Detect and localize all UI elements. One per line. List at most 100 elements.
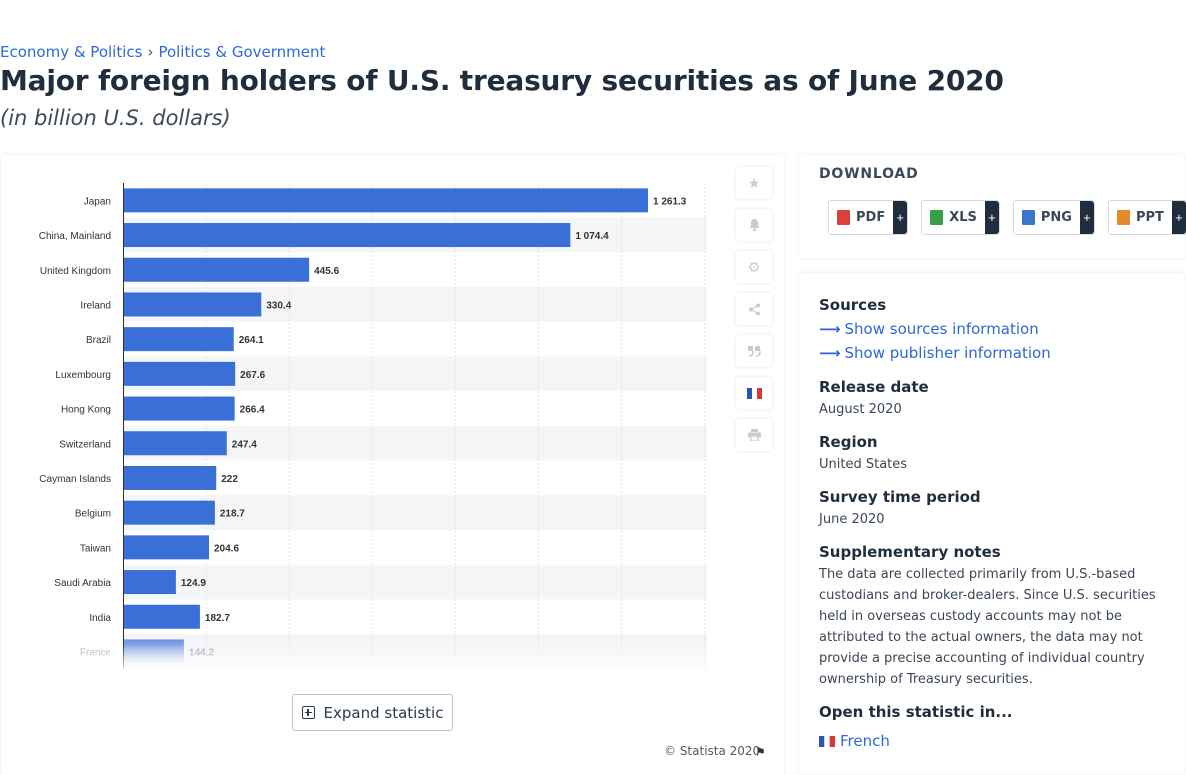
value-label: 222 (221, 474, 238, 485)
cite-button[interactable] (736, 335, 772, 367)
bar (124, 257, 310, 282)
bell-icon (749, 219, 759, 232)
breadcrumb-economy-politics[interactable]: Economy & Politics (0, 43, 143, 61)
quote-icon (747, 345, 761, 357)
chart-toolbar: ★ ⚙ (736, 167, 772, 461)
print-icon (747, 429, 761, 441)
supplementary-notes-heading: Supplementary notes (819, 543, 1001, 561)
bar (124, 570, 176, 595)
survey-period-value: June 2020 (819, 512, 885, 527)
download-format-label: PNG (1040, 210, 1072, 225)
expand-statistic-button[interactable]: Expand statistic (292, 694, 453, 731)
download-pdf-button[interactable]: PDF + (828, 200, 909, 235)
survey-period-heading: Survey time period (819, 488, 981, 506)
share-button[interactable] (736, 293, 772, 325)
download-format-label: PPT (1135, 210, 1164, 225)
download-buttons: PDF + XLS + PNG + PPT + (828, 200, 1186, 235)
download-title: DOWNLOAD (819, 166, 919, 182)
notes-line: provide a precise accounting of individu… (819, 651, 1145, 666)
value-label: 445.6 (314, 266, 339, 277)
release-date-value: August 2020 (819, 402, 902, 417)
download-format-label: PDF (856, 210, 886, 225)
open-in-french-label: French (840, 732, 890, 750)
bar (124, 396, 235, 421)
bar (124, 223, 571, 248)
share-icon (748, 303, 760, 315)
value-label: 1 261.3 (653, 196, 687, 207)
report-flag-icon[interactable]: ⚑ (755, 745, 766, 759)
xls-file-icon (930, 210, 944, 225)
arrow-right-icon: ⟶ (819, 320, 841, 338)
french-flag-icon (819, 735, 835, 747)
bar (124, 327, 234, 352)
release-date-heading: Release date (819, 378, 929, 396)
favorite-button[interactable]: ★ (736, 167, 772, 199)
gear-icon: ⚙ (747, 258, 761, 275)
category-label: Saudi Arabia (54, 578, 111, 589)
category-label: Brazil (86, 335, 111, 346)
breadcrumb-politics-government[interactable]: Politics & Government (158, 43, 326, 61)
page-subtitle: (in billion U.S. dollars) (0, 106, 231, 130)
value-label: 182.7 (205, 613, 230, 624)
value-label: 124.9 (181, 578, 206, 589)
value-label: 247.4 (232, 439, 257, 450)
row-stripe (123, 564, 707, 600)
notify-button[interactable] (736, 209, 772, 241)
download-format-label: XLS (949, 210, 977, 225)
download-xls-button[interactable]: XLS + (921, 200, 1000, 235)
category-label: India (89, 613, 111, 624)
open-in-french-link[interactable]: French (819, 732, 890, 750)
category-label: Belgium (75, 509, 111, 520)
value-label: 264.1 (239, 335, 264, 346)
category-label: Ireland (80, 300, 111, 311)
expand-statistic-label: Expand statistic (323, 703, 444, 722)
arrow-right-icon: ⟶ (819, 344, 841, 362)
download-panel: DOWNLOAD PDF + XLS + PNG + PPT + (799, 155, 1186, 258)
info-panel: Sources ⟶ Show sources information ⟶ Show … (799, 273, 1185, 773)
expand-icon (301, 706, 315, 719)
chart-fade-overlay (1, 644, 721, 671)
show-publisher-link[interactable]: ⟶ Show publisher information (819, 344, 1051, 362)
category-label: Luxembourg (55, 370, 111, 381)
plus-icon[interactable]: + (893, 201, 908, 234)
print-button[interactable] (736, 419, 772, 451)
open-statistic-heading: Open this statistic in... (819, 703, 1013, 721)
value-label: 204.6 (214, 543, 239, 554)
value-label: 1 074.4 (575, 231, 609, 242)
category-label: Cayman Islands (39, 474, 111, 485)
category-label: Japan (84, 196, 111, 207)
category-label: Switzerland (59, 439, 111, 450)
download-png-button[interactable]: PNG + (1012, 200, 1095, 235)
bar (124, 292, 262, 317)
french-version-button[interactable] (736, 377, 772, 409)
category-label: Hong Kong (61, 405, 111, 416)
star-icon: ★ (747, 174, 761, 191)
download-ppt-button[interactable]: PPT + (1107, 200, 1186, 235)
bar (124, 604, 200, 629)
french-flag-icon (746, 387, 762, 399)
png-file-icon (1021, 210, 1035, 225)
region-value: United States (819, 457, 908, 472)
value-label: 266.4 (240, 405, 265, 416)
value-label: 330.4 (266, 300, 291, 311)
row-stripe (123, 495, 707, 530)
bar (124, 500, 215, 525)
settings-button[interactable]: ⚙ (736, 251, 772, 283)
bar (124, 535, 209, 560)
chart-card: Japan 1 261.3 China, Mainland 1 074.4 United… (1, 155, 784, 775)
show-sources-label: Show sources information (844, 320, 1039, 338)
bar-chart: Japan 1 261.3 China, Mainland 1 074.4 United… (1, 183, 721, 671)
plus-icon[interactable]: + (1171, 201, 1186, 234)
pdf-file-icon (837, 210, 850, 225)
supplementary-notes-text: The data are collected primarily from U.… (819, 564, 1156, 690)
plus-icon[interactable]: + (984, 201, 999, 234)
plus-icon[interactable]: + (1079, 201, 1094, 234)
category-label: United Kingdom (40, 266, 111, 277)
notes-line: The data are collected primarily from U.… (819, 567, 1136, 582)
value-label: 267.6 (240, 370, 265, 381)
category-label: China, Mainland (39, 231, 111, 242)
show-sources-link[interactable]: ⟶ Show sources information (819, 320, 1039, 338)
ppt-file-icon (1116, 210, 1130, 225)
category-label: Taiwan (80, 543, 111, 554)
bar (124, 188, 648, 213)
